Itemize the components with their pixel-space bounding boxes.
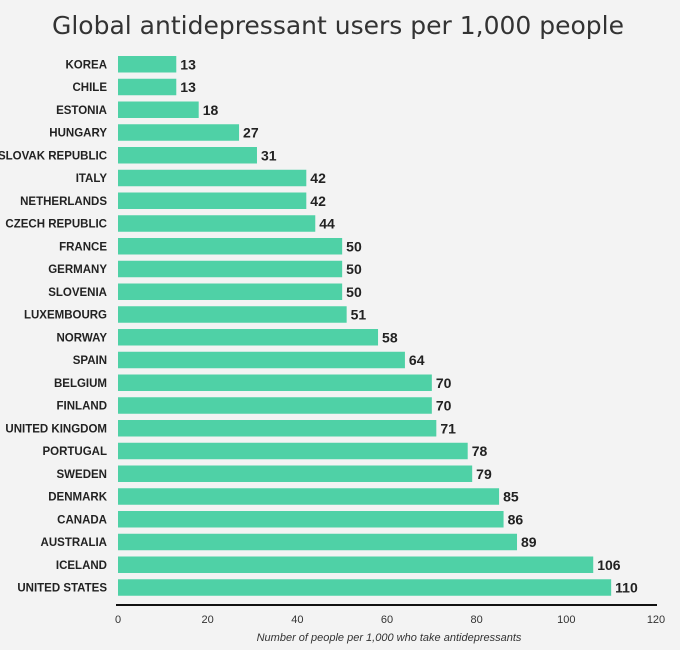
category-label: BELGIUM — [54, 378, 107, 390]
bar — [118, 260, 343, 278]
category-label: LUXEMBOURG — [24, 310, 107, 322]
x-axis-label: Number of people per 1,000 who take anti… — [257, 632, 522, 644]
value-label: 70 — [436, 375, 452, 391]
value-label: 86 — [508, 511, 524, 527]
category-label: SPAIN — [73, 355, 107, 367]
bar — [118, 78, 177, 96]
value-label: 85 — [503, 489, 519, 505]
category-label: SWEDEN — [57, 469, 107, 481]
bar — [118, 420, 437, 437]
category-label: ITALY — [76, 173, 108, 185]
x-tick-label: 20 — [202, 614, 214, 626]
bar — [118, 488, 500, 505]
x-tick-label: 100 — [557, 614, 575, 626]
value-label: 42 — [310, 170, 326, 186]
value-label: 13 — [180, 79, 196, 95]
category-label: CHILE — [73, 82, 108, 94]
x-axis-ticks: 0 20 40 60 80 100 120 — [115, 614, 665, 626]
value-label: 78 — [472, 443, 488, 459]
value-label: 44 — [319, 216, 335, 232]
category-label: FRANCE — [59, 241, 107, 253]
bar — [118, 329, 379, 346]
category-label: DENMARK — [48, 492, 107, 504]
category-label: HUNGARY — [49, 128, 107, 140]
bar — [118, 56, 177, 73]
bar — [118, 238, 343, 255]
bars-group: KOREA 13 CHILE 13 ESTONIA 18 HUNGARY 27 SLOVAK R… — [0, 56, 638, 596]
bar — [118, 556, 594, 573]
value-label: 70 — [436, 398, 452, 414]
category-label: ESTONIA — [56, 105, 107, 117]
x-tick-label: 60 — [381, 614, 393, 626]
category-label: ICELAND — [56, 560, 107, 572]
chart-title: Global antidepressant users per 1,000 pe… — [52, 11, 624, 40]
bar — [118, 579, 612, 596]
category-label: UNITED STATES — [17, 583, 107, 595]
x-tick-label: 120 — [647, 614, 665, 626]
category-label: NETHERLANDS — [20, 196, 107, 208]
value-label: 50 — [346, 284, 362, 300]
bar — [118, 147, 257, 164]
bar — [118, 374, 432, 391]
category-label: SLOVENIA — [48, 287, 107, 299]
bar — [118, 511, 504, 528]
bar — [118, 397, 432, 414]
bar — [118, 442, 468, 460]
category-label: UNITED KINGDOM — [5, 423, 107, 435]
value-label: 79 — [476, 466, 492, 482]
value-label: 13 — [180, 56, 196, 72]
category-label: KOREA — [65, 59, 107, 71]
value-label: 64 — [409, 352, 425, 368]
value-label: 89 — [521, 534, 537, 550]
value-label: 50 — [346, 261, 362, 277]
value-label: 71 — [440, 420, 456, 436]
value-label: 50 — [346, 238, 362, 254]
value-label: 106 — [597, 557, 621, 573]
bar — [118, 192, 307, 209]
bar — [118, 533, 518, 551]
category-label: PORTUGAL — [42, 446, 107, 458]
category-label: GERMANY — [48, 264, 107, 276]
bar — [118, 465, 473, 482]
bar — [118, 124, 240, 141]
value-label: 58 — [382, 329, 398, 345]
value-label: 31 — [261, 147, 277, 163]
value-label: 51 — [351, 307, 367, 323]
category-label: NORWAY — [57, 332, 108, 344]
category-label: AUSTRALIA — [41, 537, 107, 549]
category-label: SLOVAK REPUBLIC — [0, 150, 107, 162]
value-label: 18 — [203, 102, 219, 118]
bar — [118, 101, 199, 118]
value-label: 27 — [243, 125, 259, 141]
bar — [118, 169, 307, 187]
x-tick-label: 80 — [471, 614, 483, 626]
x-tick-label: 40 — [291, 614, 303, 626]
bar — [118, 351, 405, 369]
bar — [118, 215, 316, 232]
x-tick-label: 0 — [115, 614, 121, 626]
category-label: CANADA — [57, 514, 107, 526]
value-label: 110 — [615, 580, 638, 596]
bar — [118, 306, 347, 323]
bar — [118, 283, 343, 300]
value-label: 42 — [310, 193, 326, 209]
category-label: CZECH REPUBLIC — [5, 219, 107, 231]
category-label: FINLAND — [57, 401, 107, 413]
